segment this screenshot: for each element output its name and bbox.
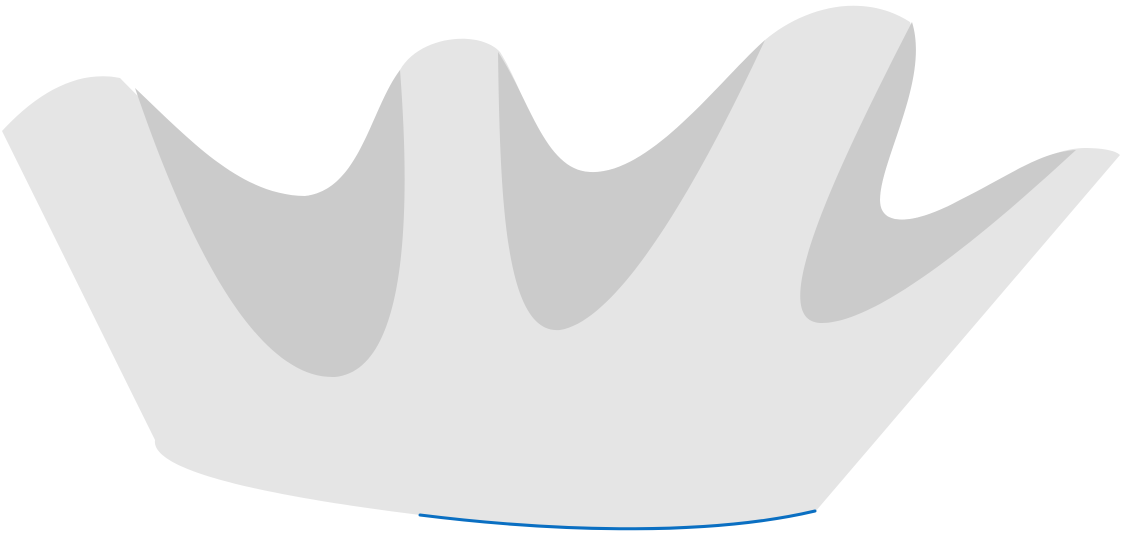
crown-shadow-fold: [800, 22, 1076, 324]
crown-accent-stroke: [418, 509, 817, 531]
crown-shadow-fold: [498, 40, 765, 331]
crown-shadow-fold: [135, 70, 405, 378]
